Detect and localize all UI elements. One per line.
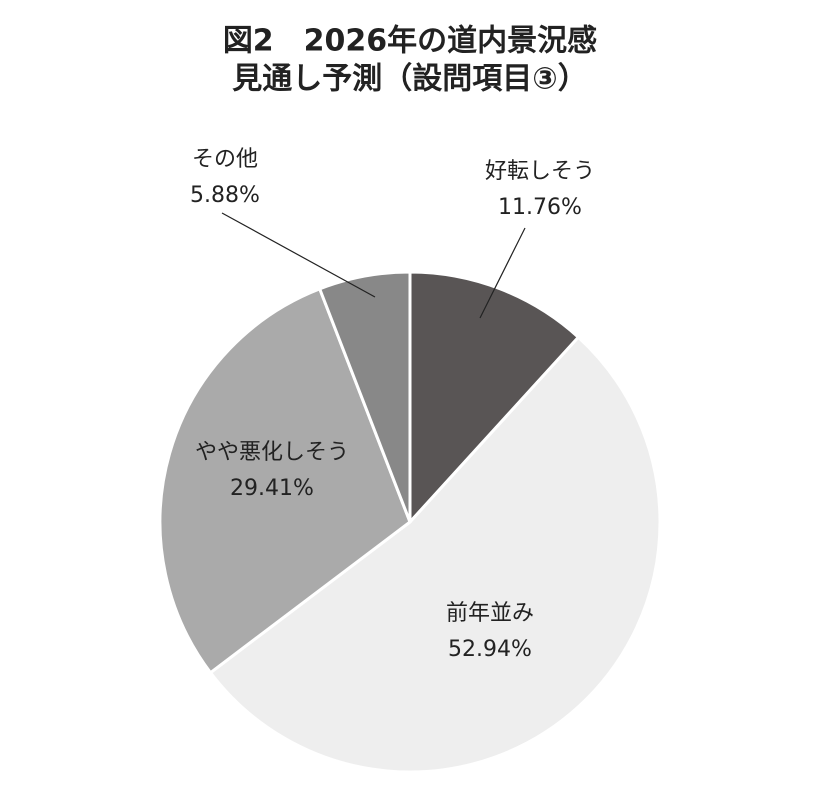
slice-label: 前年並み <box>446 601 534 626</box>
slice-label: やや悪化しそう <box>195 440 349 465</box>
pie-slice <box>408 270 581 526</box>
pie-slice <box>158 286 412 675</box>
pie-slice <box>208 335 662 774</box>
value-label: 29.41% <box>230 476 314 501</box>
slice-label: 好転しそう <box>485 159 595 184</box>
value-label: 52.94% <box>448 637 532 662</box>
value-label: 11.76% <box>498 195 582 220</box>
leader-line <box>221 212 376 298</box>
chart-title: 図2 2026年の道内景況感 <box>223 24 597 59</box>
leader-line <box>479 227 526 319</box>
slice-label: その他 <box>192 147 258 172</box>
pie-slice <box>317 270 412 523</box>
chart-title: 見通し予測（設問項目③） <box>232 62 587 97</box>
value-label: 5.88% <box>190 183 260 208</box>
